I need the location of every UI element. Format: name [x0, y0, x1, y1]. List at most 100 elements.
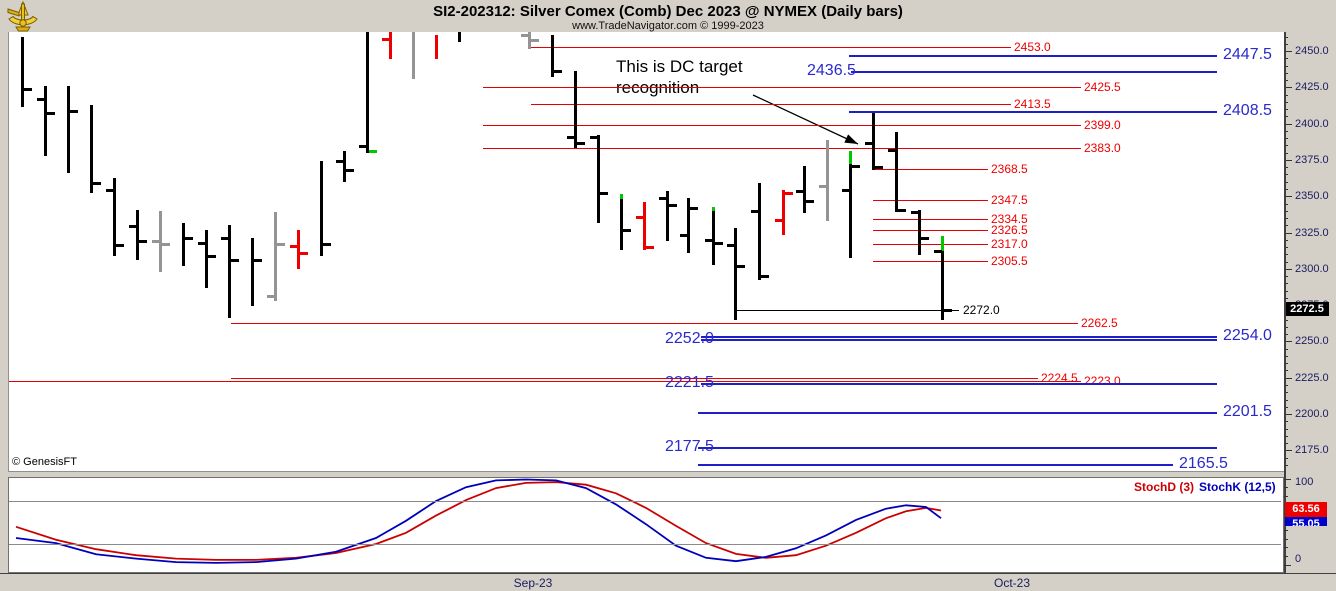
- ohlc-close-tick: [577, 142, 585, 146]
- price-level-label-red: 2399.0: [1084, 118, 1121, 133]
- ohlc-open-tick: [636, 216, 644, 220]
- chart-title: SI2-202312: Silver Comex (Comb) Dec 2023…: [433, 3, 903, 20]
- price-level-label-red: 2413.5: [1014, 97, 1051, 111]
- price-axis-tick: [1284, 218, 1288, 219]
- price-axis-tick: [1284, 464, 1288, 466]
- price-level-label-red: 2368.5: [991, 162, 1028, 177]
- ohlc-close-tick: [231, 259, 239, 263]
- price-level-line-blue: [701, 338, 1217, 341]
- price-axis-label: 2250.0: [1295, 335, 1329, 348]
- price-axis-tick: [1284, 319, 1288, 321]
- ohlc-bar: [343, 151, 346, 183]
- price-axis-tick: [1284, 174, 1288, 176]
- ohlc-open-tick: [775, 219, 783, 223]
- ohlc-bar: [643, 202, 646, 250]
- dc-target-annotation: This is DC target recognition: [616, 57, 743, 97]
- ohlc-open-tick: [129, 225, 137, 228]
- ohlc-close-tick: [208, 254, 216, 258]
- price-level-line-blue: [698, 411, 1217, 414]
- stoch-axis-label-max: 100: [1295, 475, 1314, 488]
- chart-subtitle: www.TradeNavigator.com © 1999-2023: [572, 20, 764, 32]
- ohlc-open-tick: [865, 141, 873, 145]
- price-level-line-red: [873, 169, 988, 171]
- price-axis-tick: [1284, 225, 1288, 227]
- price-axis-tick: [1284, 283, 1288, 285]
- ohlc-close-tick: [162, 243, 170, 247]
- stoch-axis-tick: [1284, 530, 1288, 532]
- price-level-label-blue: 2436.5: [807, 61, 856, 79]
- price-level-label-red: 2425.5: [1084, 79, 1121, 94]
- price-axis-tick: [1284, 181, 1288, 183]
- price-axis-tick: [1284, 138, 1288, 140]
- ohlc-bar: [895, 132, 898, 213]
- ohlc-close-tick: [323, 243, 331, 247]
- annotation-arrow: [752, 94, 859, 145]
- ohlc-bar: [687, 198, 690, 253]
- ohlc-close-tick: [47, 112, 55, 116]
- price-axis-tick: [1284, 435, 1288, 437]
- price-axis-tick: [1284, 370, 1288, 372]
- ohlc-close-tick: [93, 182, 101, 186]
- price-axis-tick: [1284, 443, 1288, 444]
- ohlc-close-tick: [369, 150, 377, 154]
- stoch-axis-tick: [1284, 547, 1288, 549]
- stochd-legend-label: StochD (3): [1134, 480, 1194, 494]
- ohlc-open-tick: [590, 135, 598, 139]
- price-level-line-red: [483, 125, 1081, 127]
- date-label-sep: Sep-23: [513, 576, 553, 590]
- price-axis-tick: [1284, 457, 1288, 459]
- ohlc-bar: [435, 35, 438, 59]
- price-axis-tick: [1284, 406, 1288, 408]
- ohlc-close-tick: [254, 259, 262, 263]
- price-axis-tick: [1284, 116, 1288, 118]
- price-level-label-blue: 2221.5: [665, 373, 714, 391]
- ohlc-open-tick: [152, 240, 160, 244]
- price-level-label-blue: 2408.5: [1223, 102, 1272, 120]
- price-level-label-red: 2317.0: [991, 237, 1028, 252]
- price-axis-tick: [1284, 196, 1292, 198]
- price-axis-tick: [1284, 72, 1288, 74]
- price-level-line-red: [231, 378, 1038, 380]
- price-level-label-blue: 2254.0: [1223, 326, 1272, 344]
- ohlc-close-tick: [116, 243, 124, 247]
- main-price-chart[interactable]: This is DC target recognition 2453.0 2425…: [8, 32, 1284, 472]
- ohlc-open-tick: [37, 97, 45, 101]
- price-axis-tick: [1284, 399, 1288, 401]
- ohlc-close-tick: [346, 169, 354, 173]
- price-axis-tick: [1284, 87, 1292, 89]
- price-axis-tick: [1284, 123, 1292, 125]
- price-axis-tick: [1284, 385, 1288, 386]
- ohlc-open-tick: [290, 244, 298, 248]
- price-level-line-blue: [701, 335, 1217, 338]
- price-level-label-red: 2224.5: [1041, 371, 1078, 386]
- price-axis-tick: [1284, 326, 1288, 328]
- stochastic-panel[interactable]: StochD (3) StochK (12,5): [8, 477, 1284, 573]
- plot-right-border: [1284, 32, 1286, 573]
- ohlc-bar: [458, 32, 461, 43]
- ohlc-close-tick: [277, 243, 285, 247]
- price-axis-tick: [1284, 51, 1292, 52]
- ohlc-bar: [113, 178, 116, 256]
- stoch-axis-tick: [1284, 495, 1288, 497]
- price-level-label-red: 2453.0: [1014, 39, 1051, 54]
- ohlc-bar: [136, 210, 139, 261]
- date-label-oct: Oct-23: [993, 576, 1031, 590]
- ohlc-close-tick: [875, 166, 883, 170]
- ohlc-close-tick: [185, 237, 193, 241]
- ohlc-close-tick: [24, 87, 32, 91]
- price-axis-tick: [1284, 392, 1288, 394]
- ohlc-bar: [21, 37, 24, 107]
- price-axis-tick: [1284, 355, 1288, 357]
- price-axis-tick: [1284, 421, 1288, 423]
- price-axis-tick: [1284, 276, 1288, 278]
- price-axis-tick: [1284, 36, 1288, 38]
- ohlc-close-tick: [531, 39, 539, 43]
- price-level-line-red: [483, 148, 1081, 150]
- ohlc-open-tick: [796, 190, 804, 194]
- price-axis-tick: [1284, 261, 1288, 263]
- price-axis-tick: [1284, 145, 1288, 147]
- ohlc-bar-green-segment: [849, 151, 852, 165]
- stoch-gridline: [9, 544, 1281, 545]
- ohlc-open-tick: [705, 238, 713, 242]
